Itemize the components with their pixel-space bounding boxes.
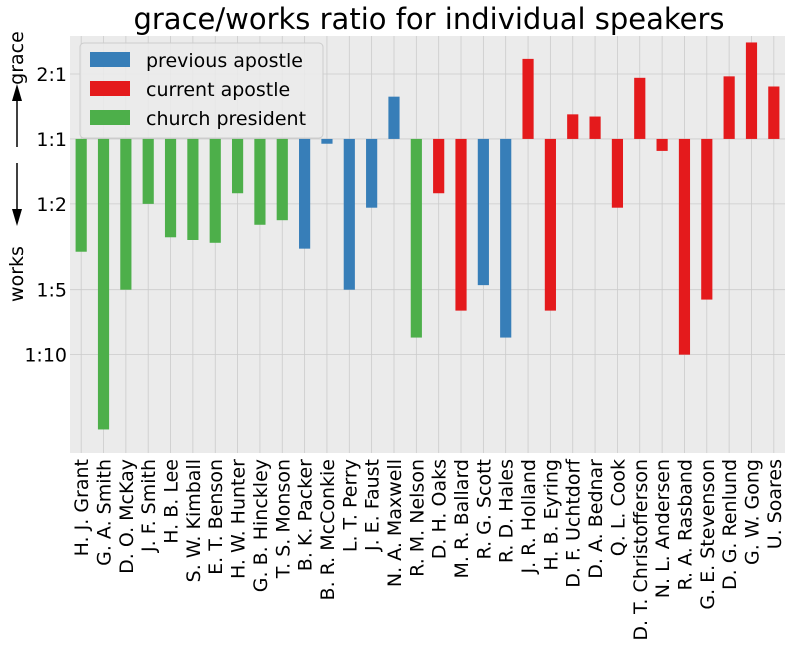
x-tick-label: H. B. Lee	[161, 459, 183, 544]
arrow-down-icon	[12, 163, 22, 226]
legend-swatch	[90, 81, 130, 96]
bar	[120, 138, 132, 290]
bar	[723, 76, 735, 139]
y-axis-labels: grace works	[6, 31, 28, 302]
x-tick-label: R. A. Rasband	[674, 459, 696, 590]
bar	[768, 86, 780, 139]
bars-group	[75, 42, 780, 430]
x-tick-label: N. A. Maxwell	[384, 459, 406, 587]
x-tick-label: G. W. Gong	[741, 459, 763, 565]
legend-box	[79, 42, 324, 139]
x-tick-label: T. S. Monson	[272, 459, 294, 579]
x-tick-label: R. G. Scott	[473, 459, 495, 559]
bar	[455, 138, 467, 311]
x-tick-label: D. G. Renlund	[719, 459, 741, 590]
bar	[656, 138, 668, 151]
bar	[254, 138, 266, 225]
x-tick-label: D. F. Uchtdorf	[563, 458, 585, 588]
bar	[567, 114, 579, 139]
legend-label: church president	[146, 108, 306, 130]
bar	[678, 138, 691, 355]
bar	[343, 138, 355, 290]
bar	[75, 138, 87, 252]
arrow-up-icon	[12, 84, 22, 147]
x-tick-label: R. D. Hales	[496, 459, 518, 563]
x-tick-label: J. F. Smith	[138, 459, 160, 553]
x-tick-label: D. T. Christofferson	[630, 459, 652, 641]
x-tick-label: G. A. Smith	[94, 459, 116, 566]
bar	[187, 138, 199, 240]
legend-swatch	[90, 52, 130, 67]
x-tick-label: R. M. Nelson	[406, 459, 428, 577]
x-tick-label: G. E. Stevenson	[697, 459, 719, 610]
legend: previous apostle current apostle church pr…	[79, 42, 324, 139]
x-tick-label: H. B. Eyring	[540, 459, 562, 571]
bar	[500, 138, 512, 338]
x-tick-label: D. A. Bednar	[585, 459, 607, 579]
bar	[433, 138, 445, 194]
y-tick-label: 1:2	[36, 194, 67, 216]
bar	[388, 96, 400, 139]
bar	[701, 138, 713, 300]
x-tick-label: N. L. Andersen	[652, 459, 674, 598]
legend-label: previous apostle	[146, 50, 303, 72]
x-tick-label: M. R. Ballard	[451, 459, 473, 579]
x-tick-label: B. K. Packer	[295, 459, 317, 571]
legend-label: current apostle	[146, 79, 290, 101]
bar	[231, 138, 244, 194]
bar	[321, 138, 333, 144]
x-tick-label: Q. L. Cook	[607, 459, 629, 556]
x-tick-label: J. E. Faust	[362, 459, 384, 552]
y-axis: 2:1 1:1 1:2 1:5 1:10	[24, 64, 67, 367]
bar	[164, 138, 177, 238]
bar	[477, 138, 489, 286]
bar	[142, 138, 154, 204]
y-tick-label: 1:1	[36, 129, 67, 151]
chart-title: grace/works ratio for individual speaker…	[133, 2, 724, 36]
bar	[745, 42, 758, 139]
x-tick-label: D. O. McKay	[116, 459, 138, 574]
bar	[544, 138, 556, 311]
bar	[299, 138, 311, 249]
y-label-works: works	[6, 246, 28, 302]
bar	[410, 138, 422, 338]
bar	[276, 138, 288, 221]
y-tick-label: 1:10	[24, 345, 67, 367]
y-tick-label: 2:1	[36, 64, 67, 86]
bar	[97, 138, 110, 430]
x-tick-label: D. H. Oaks	[429, 459, 451, 559]
x-tick-label: U. Soares	[764, 459, 786, 549]
x-tick-label: S. W. Kimball	[183, 459, 205, 582]
bar	[366, 138, 378, 208]
bar	[611, 138, 624, 208]
y-label-grace: grace	[6, 31, 28, 85]
x-tick-label: L. T. Perry	[339, 459, 361, 552]
bar	[522, 58, 534, 139]
x-tick-label: H. J. Grant	[71, 459, 93, 556]
x-tick-label: J. R. Holland	[518, 459, 540, 575]
bar	[589, 116, 601, 139]
x-tick-label: B. R. McConkie	[317, 459, 339, 600]
x-tick-label: G. B. Hinckley	[250, 459, 272, 592]
bar	[634, 77, 646, 139]
x-tick-label: E. T. Benson	[205, 459, 227, 575]
y-tick-label: 1:5	[36, 280, 67, 302]
legend-swatch	[90, 110, 130, 125]
x-tick-label: H. W. Hunter	[228, 459, 250, 579]
x-axis: H. J. Grant G. A. Smith D. O. McKay J. F. S…	[71, 458, 786, 641]
bar	[209, 138, 221, 243]
